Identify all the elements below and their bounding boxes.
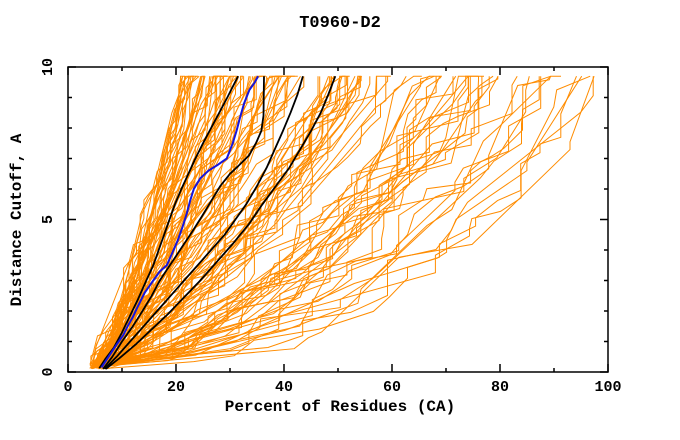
y-tick-label: 10 [40,58,57,76]
server-model-curves [90,75,441,369]
server-model-curves [91,76,469,367]
server-model-curves [108,76,577,367]
server-model-curves [91,76,243,368]
server-model-curves [101,75,361,367]
y-tick-label: 0 [40,367,57,376]
server-model-curves [95,76,437,368]
server-model-curves [102,76,187,369]
server-model-curves [90,75,362,364]
server-model-curves [101,75,561,368]
highlight-model-blue [100,75,259,368]
plot-frame-and-ticks [67,66,609,373]
server-model-curves [106,76,255,368]
server-model-curves [95,75,191,364]
server-model-curves [97,76,289,369]
server-model-curves [93,76,442,369]
server-model-curves [99,76,483,367]
server-model-curves [103,75,457,368]
server-model-curves [89,75,583,365]
reference-model-black-2 [102,76,265,370]
reference-model-black-3 [104,75,304,370]
server-model-curves [106,75,591,365]
chart-title: T0960-D2 [299,14,381,33]
server-model-curves [94,75,218,366]
server-model-curves [94,76,250,368]
tick-labels: 0 20 40 60 80 100 0 5 10 [40,58,622,396]
server-model-curves [99,75,200,368]
server-model-curves [90,76,289,370]
x-tick-label: 20 [167,379,185,396]
x-tick-label: 40 [275,379,293,396]
server-model-curves [106,76,194,369]
y-axis-label: Distance Cutoff, A [8,133,26,307]
server-model-curves [104,75,224,364]
server-model-curves [99,76,305,370]
server-model-curves [98,75,551,367]
server-model-curves [100,76,594,370]
reference-model-black-1 [98,75,239,369]
server-model-curves [98,76,530,369]
server-model-curves [105,76,387,364]
model-curves [98,75,337,370]
server-model-curves [97,76,329,370]
server-model-curves [89,75,350,369]
y-tick-label: 5 [40,215,57,224]
x-axis-label: Percent of Residues (CA) [224,398,456,416]
server-model-curves [98,76,499,366]
server-model-curves [99,75,435,368]
reference-model-black-4 [105,75,337,370]
server-model-curves [90,75,518,364]
x-tick-label: 80 [491,379,509,396]
server-model-curves [106,76,332,364]
server-model-curves [99,76,595,368]
server-model-curves [91,75,190,365]
x-tick-label: 0 [63,379,72,396]
server-model-curves [95,75,499,365]
x-tick-label: 60 [383,379,401,396]
server-model-curves [97,76,540,367]
ensemble-curves [89,75,595,370]
server-model-curves [93,76,552,365]
x-tick-label: 100 [594,379,621,396]
server-model-curves [94,75,227,369]
